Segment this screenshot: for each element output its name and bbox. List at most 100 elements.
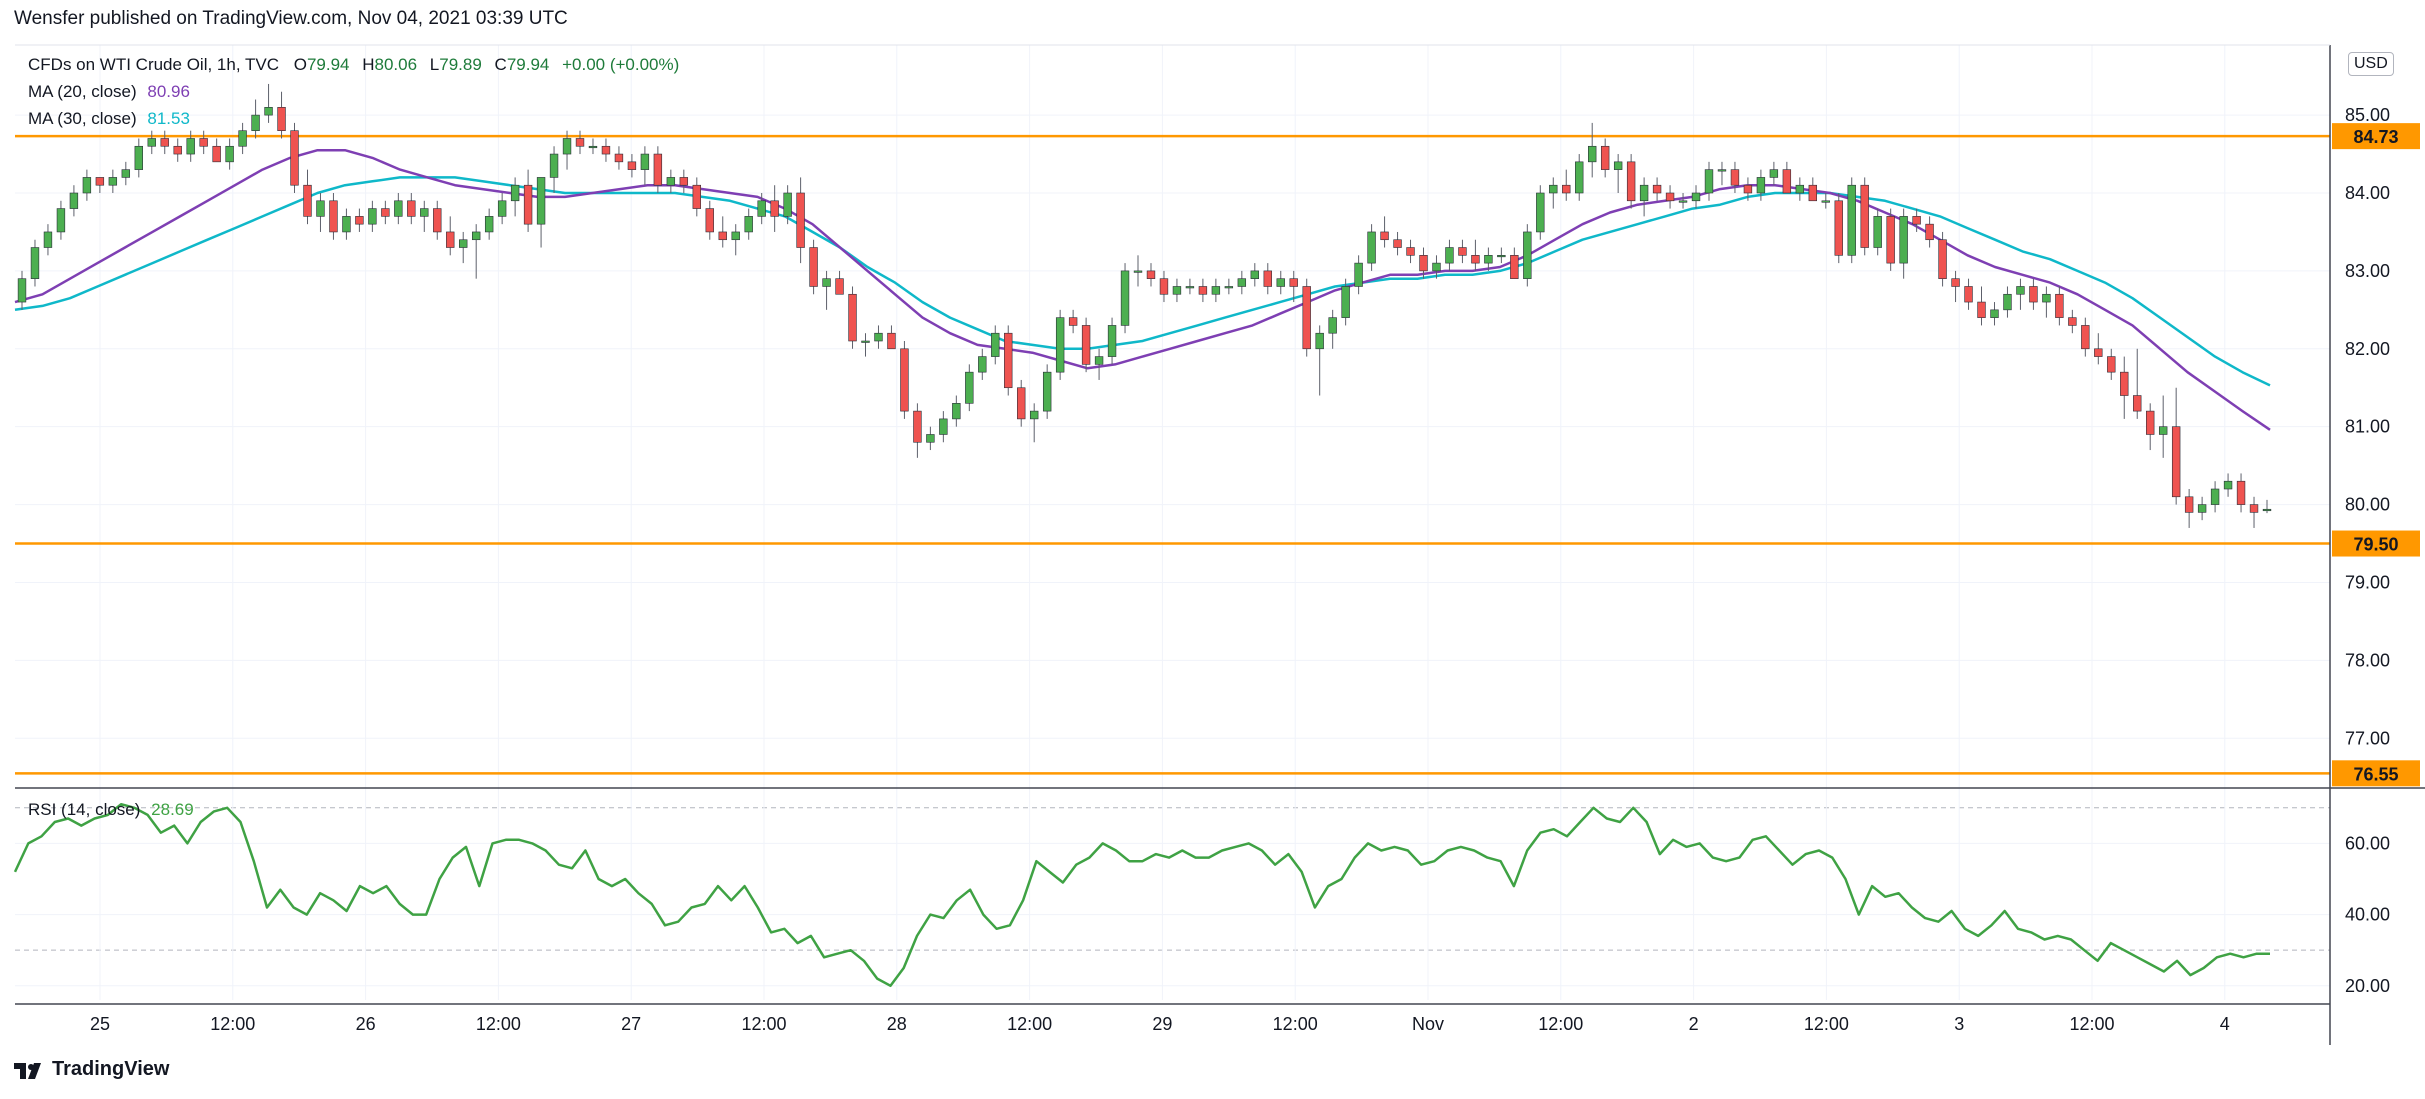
- candle-body[interactable]: [1899, 216, 1908, 264]
- candle-body[interactable]: [2094, 348, 2103, 357]
- candle-body[interactable]: [1017, 387, 1026, 420]
- candle-body[interactable]: [536, 177, 546, 225]
- candle-body[interactable]: [147, 138, 156, 147]
- currency-button[interactable]: USD: [2348, 52, 2394, 76]
- candle-body[interactable]: [2055, 293, 2064, 318]
- candle-body[interactable]: [770, 200, 779, 217]
- candle-body[interactable]: [471, 231, 481, 241]
- candle-body[interactable]: [2223, 480, 2233, 490]
- ma20-legend[interactable]: MA (20, close) 80.96: [28, 82, 190, 102]
- candle-body[interactable]: [601, 145, 611, 155]
- candle-body[interactable]: [1081, 325, 1091, 365]
- candle-body[interactable]: [731, 231, 740, 241]
- candle-body[interactable]: [822, 278, 831, 287]
- candle-body[interactable]: [1224, 286, 1234, 289]
- candle-body[interactable]: [1730, 169, 1740, 186]
- candle-body[interactable]: [497, 200, 507, 217]
- symbol-legend[interactable]: CFDs on WTI Crude Oil, 1h, TVC O79.94 H8…: [28, 55, 679, 75]
- candle-body[interactable]: [2042, 293, 2051, 303]
- candle-body[interactable]: [1938, 239, 1947, 279]
- candle-body[interactable]: [17, 278, 27, 303]
- candle-body[interactable]: [1925, 223, 1934, 241]
- candle-body[interactable]: [173, 145, 182, 155]
- candle-body[interactable]: [1380, 231, 1389, 241]
- candle-body[interactable]: [1030, 410, 1039, 420]
- candle-body[interactable]: [705, 208, 714, 233]
- candle-body[interactable]: [1484, 255, 1493, 264]
- candle-body[interactable]: [562, 138, 572, 155]
- candle-body[interactable]: [952, 403, 961, 420]
- candle-body[interactable]: [1354, 262, 1363, 287]
- candle-body[interactable]: [264, 107, 273, 116]
- candle-body[interactable]: [783, 192, 792, 217]
- candle-body[interactable]: [1120, 270, 1130, 326]
- candle-body[interactable]: [835, 278, 844, 295]
- candle-body[interactable]: [433, 208, 442, 233]
- candle-body[interactable]: [56, 208, 66, 233]
- candle-body[interactable]: [965, 371, 974, 404]
- candle-body[interactable]: [1691, 192, 1701, 202]
- candle-body[interactable]: [2029, 286, 2038, 303]
- candle-body[interactable]: [978, 356, 987, 373]
- candle-body[interactable]: [1821, 200, 1830, 203]
- candle-body[interactable]: [1289, 278, 1298, 287]
- candle-body[interactable]: [1315, 332, 1324, 350]
- candle-body[interactable]: [2236, 480, 2246, 505]
- candle-body[interactable]: [2120, 371, 2129, 396]
- candle-body[interactable]: [1575, 161, 1584, 194]
- candle-body[interactable]: [1964, 286, 1973, 303]
- candle-body[interactable]: [1471, 255, 1480, 264]
- candle-body[interactable]: [2107, 356, 2116, 373]
- candle-body[interactable]: [887, 332, 896, 350]
- candle-body[interactable]: [913, 410, 922, 443]
- candle-body[interactable]: [2016, 286, 2025, 295]
- candle-body[interactable]: [549, 153, 559, 178]
- candle-body[interactable]: [1626, 161, 1636, 202]
- candle-body[interactable]: [1328, 317, 1337, 334]
- ma20-line[interactable]: [14, 148, 2271, 431]
- rsi-legend[interactable]: RSI (14, close) 28.69: [28, 800, 194, 820]
- candle-body[interactable]: [1263, 270, 1272, 287]
- candle-body[interactable]: [666, 177, 676, 186]
- candle-body[interactable]: [30, 247, 40, 279]
- candle-body[interactable]: [1432, 262, 1441, 272]
- candle-body[interactable]: [316, 200, 325, 217]
- candle-body[interactable]: [2133, 395, 2142, 412]
- candle-body[interactable]: [108, 177, 118, 186]
- candle-body[interactable]: [394, 200, 403, 217]
- candle-body[interactable]: [1237, 278, 1247, 287]
- candle-body[interactable]: [381, 208, 390, 217]
- candle-body[interactable]: [1133, 270, 1143, 273]
- rsi-line[interactable]: [13, 802, 2270, 988]
- candle-body[interactable]: [523, 184, 533, 225]
- candle-body[interactable]: [1886, 216, 1895, 264]
- candle-body[interactable]: [134, 145, 143, 170]
- candle-body[interactable]: [1756, 177, 1766, 194]
- candle-body[interactable]: [1990, 309, 1999, 318]
- candle-body[interactable]: [1406, 247, 1415, 256]
- candle-body[interactable]: [1419, 255, 1428, 272]
- candle-body[interactable]: [1185, 286, 1195, 289]
- candle-body[interactable]: [1717, 169, 1727, 172]
- candle-body[interactable]: [1523, 231, 1532, 279]
- candle-body[interactable]: [1588, 145, 1597, 163]
- candle-body[interactable]: [1549, 184, 1558, 194]
- candle-body[interactable]: [1367, 231, 1376, 264]
- candle-body[interactable]: [2146, 410, 2155, 435]
- candle-body[interactable]: [1458, 247, 1467, 256]
- candle-body[interactable]: [329, 200, 338, 233]
- candle-body[interactable]: [121, 169, 131, 178]
- candle-body[interactable]: [238, 130, 247, 147]
- candle-body[interactable]: [1302, 286, 1311, 350]
- candle-body[interactable]: [1107, 325, 1117, 357]
- candle-body[interactable]: [1795, 184, 1805, 194]
- candle-body[interactable]: [484, 216, 494, 233]
- candle-body[interactable]: [277, 107, 286, 131]
- candle-body[interactable]: [2171, 426, 2181, 498]
- candle-body[interactable]: [809, 247, 818, 287]
- candle-body[interactable]: [82, 177, 92, 194]
- candle-body[interactable]: [939, 418, 948, 435]
- candle-body[interactable]: [575, 138, 585, 147]
- candle-body[interactable]: [95, 177, 105, 186]
- candle-body[interactable]: [1198, 286, 1208, 295]
